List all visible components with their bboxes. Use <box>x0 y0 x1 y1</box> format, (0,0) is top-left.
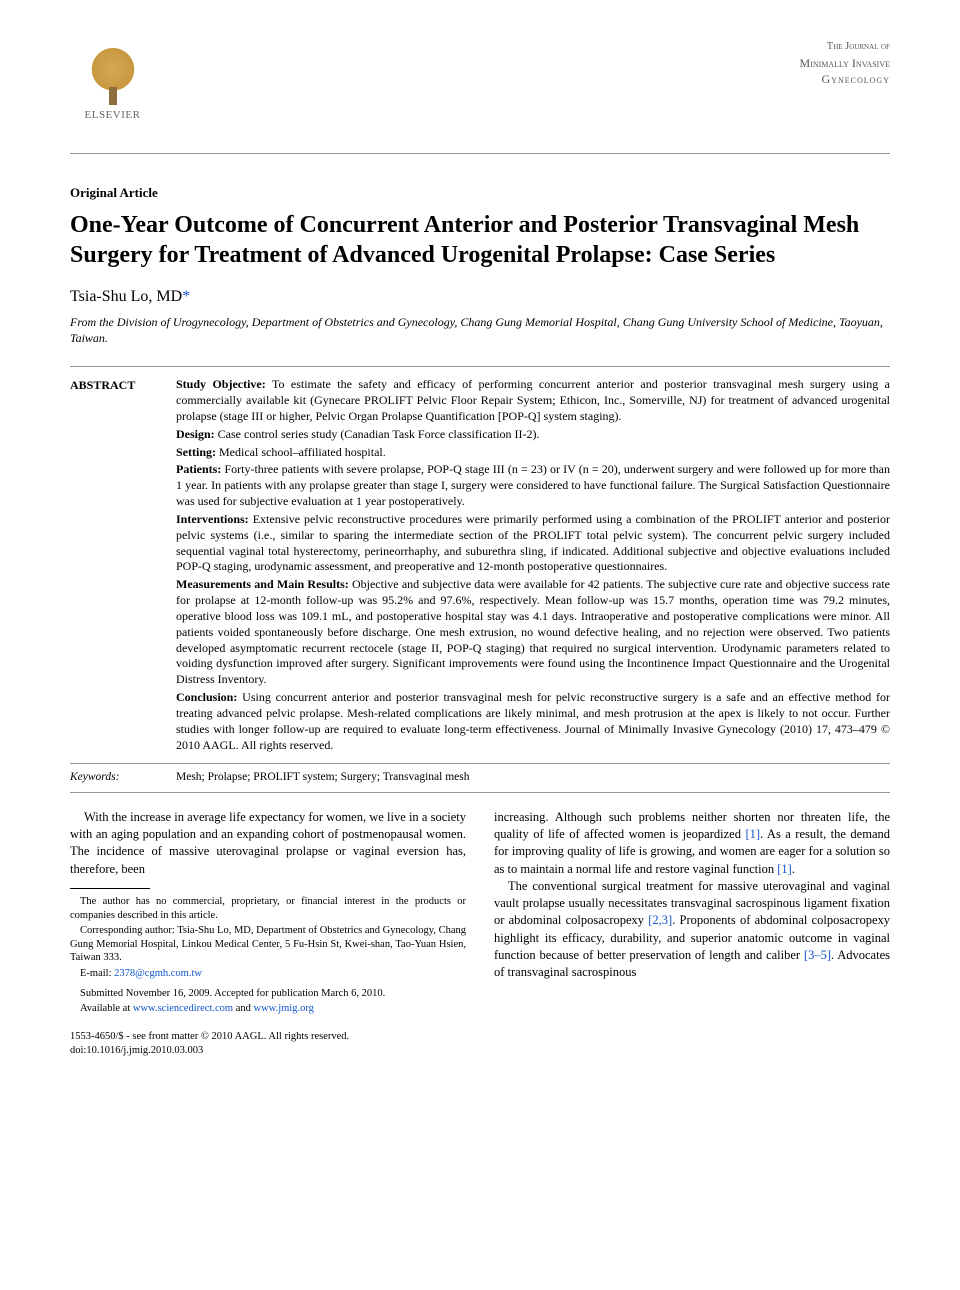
study-objective-label: Study Objective: <box>176 377 266 391</box>
footnote-coi: The author has no commercial, proprietar… <box>70 895 466 922</box>
journal-line2: Minimally Invasive <box>800 55 891 72</box>
email-link[interactable]: 2378@cgmh.com.tw <box>114 968 202 979</box>
elsevier-tree-icon <box>83 40 143 105</box>
sciencedirect-link[interactable]: www.sciencedirect.com <box>133 1003 233 1014</box>
patients-label: Patients: <box>176 462 221 476</box>
issn-line: 1553-4650/$ - see front matter © 2010 AA… <box>70 1030 466 1044</box>
publisher-name: ELSEVIER <box>85 108 141 123</box>
available-prefix: Available at <box>80 1003 133 1014</box>
ref-link-35[interactable]: [3–5] <box>804 948 831 962</box>
journal-line3: Gynecology <box>800 71 891 88</box>
design-label: Design: <box>176 427 215 441</box>
journal-title-block: The Journal of Minimally Invasive Gyneco… <box>800 40 891 88</box>
column-left: With the increase in average life expect… <box>70 809 466 1057</box>
interventions-label: Interventions: <box>176 512 249 526</box>
keywords-label: Keywords: <box>70 770 160 786</box>
patients-text: Forty-three patients with severe prolaps… <box>176 462 890 508</box>
footnote-rule <box>70 888 150 889</box>
publisher-logo: ELSEVIER <box>70 40 155 135</box>
body-para-1: With the increase in average life expect… <box>70 809 466 878</box>
abstract-label: ABSTRACT <box>70 377 160 755</box>
page-header: ELSEVIER The Journal of Minimally Invasi… <box>70 40 890 154</box>
footnotes: The author has no commercial, proprietar… <box>70 895 466 1016</box>
measurements-text: Objective and subjective data were avail… <box>176 577 890 686</box>
ref-link-1b[interactable]: [1] <box>777 862 792 876</box>
body-columns: With the increase in average life expect… <box>70 809 890 1057</box>
jmig-link[interactable]: www.jmig.org <box>254 1003 314 1014</box>
footnote-corresponding: Corresponding author: Tsia-Shu Lo, MD, D… <box>70 924 466 965</box>
study-objective-text: To estimate the safety and efficacy of p… <box>176 377 890 423</box>
body-para-3: The conventional surgical treatment for … <box>494 878 890 982</box>
keywords-content: Mesh; Prolapse; PROLIFT system; Surgery;… <box>176 770 890 786</box>
keywords-row: Keywords: Mesh; Prolapse; PROLIFT system… <box>70 764 890 792</box>
affiliation: From the Division of Urogynecology, Depa… <box>70 315 890 346</box>
design-text: Case control series study (Canadian Task… <box>215 427 540 441</box>
article-type: Original Article <box>70 184 890 202</box>
journal-line1: The Journal of <box>800 40 891 55</box>
ref-link-23[interactable]: [2,3] <box>648 913 672 927</box>
ref-link-1[interactable]: [1] <box>745 827 760 841</box>
conclusion-label: Conclusion: <box>176 690 237 704</box>
footnote-submitted: Submitted November 16, 2009. Accepted fo… <box>70 987 466 1001</box>
abstract-block: ABSTRACT Study Objective: To estimate th… <box>70 367 890 763</box>
column-right: increasing. Although such problems neith… <box>494 809 890 1057</box>
interventions-text: Extensive pelvic reconstructive procedur… <box>176 512 890 573</box>
body-para-2: increasing. Although such problems neith… <box>494 809 890 878</box>
abstract-content: Study Objective: To estimate the safety … <box>176 377 890 755</box>
setting-text: Medical school–affiliated hospital. <box>216 445 386 459</box>
author-affil-link[interactable]: * <box>182 288 190 305</box>
email-label: E-mail: <box>80 968 114 979</box>
article-title: One-Year Outcome of Concurrent Anterior … <box>70 210 890 270</box>
author-name: Tsia-Shu Lo, MD <box>70 288 182 305</box>
doi-line: doi:10.1016/j.jmig.2010.03.003 <box>70 1044 466 1058</box>
setting-label: Setting: <box>176 445 216 459</box>
measurements-label: Measurements and Main Results: <box>176 577 349 591</box>
and-text: and <box>233 1003 253 1014</box>
copyright-block: 1553-4650/$ - see front matter © 2010 AA… <box>70 1030 466 1057</box>
author-line: Tsia-Shu Lo, MD* <box>70 286 890 308</box>
rule-below-keywords <box>70 792 890 793</box>
conclusion-text: Using concurrent anterior and posterior … <box>176 690 890 751</box>
